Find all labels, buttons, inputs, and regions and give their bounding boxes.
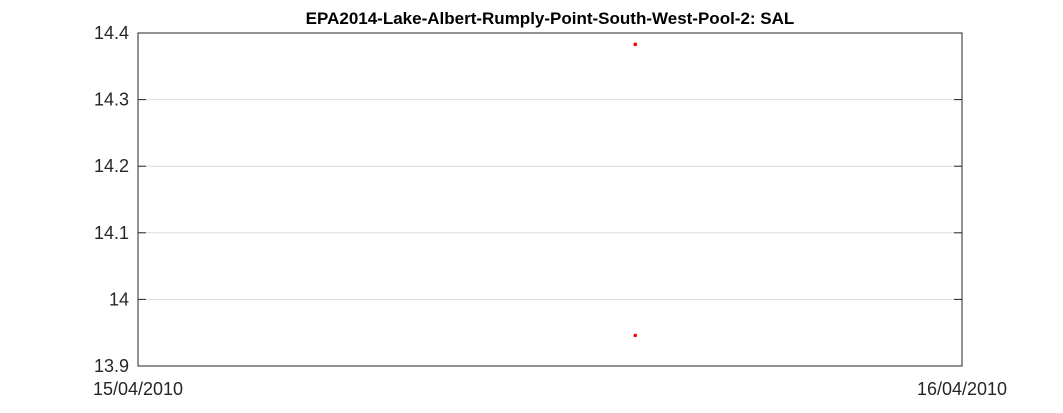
x-tick-label: 15/04/2010 [93,379,183,399]
y-tick-label: 14.1 [94,223,129,243]
plot-area [137,32,963,367]
chart-title: EPA2014-Lake-Albert-Rumply-Point-South-W… [306,9,795,28]
y-tick-label: 14.4 [94,23,129,43]
data-points [633,42,638,338]
y-tick-label: 14.2 [94,156,129,176]
y-axis: 13.9 14 14.1 14.2 14.3 14.4 [94,23,962,376]
x-tick-label: 16/04/2010 [917,379,1007,399]
y-tick-label: 13.9 [94,356,129,376]
x-axis: 15/04/2010 16/04/2010 [93,379,1007,399]
data-point [633,42,638,47]
y-tick-label: 14.3 [94,90,129,110]
grid-lines [138,99,962,300]
data-point [633,333,638,338]
y-tick-label: 14 [109,289,129,309]
